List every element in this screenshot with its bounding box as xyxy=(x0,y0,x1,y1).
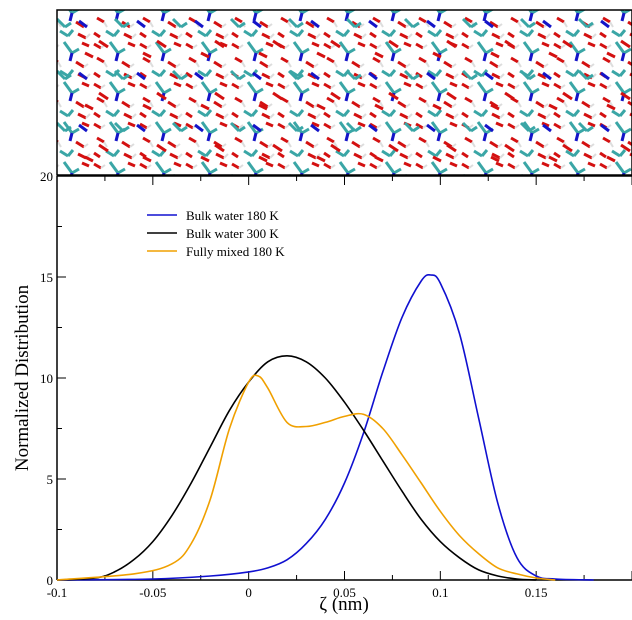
axis-ticks xyxy=(56,175,632,581)
series-lines xyxy=(56,273,594,581)
molecular-snapshot xyxy=(56,9,632,176)
y-axis-label: Normalized Distribution xyxy=(12,284,33,471)
legend-label-0: Bulk water 180 K xyxy=(186,208,279,223)
tick-labels: -0.1 -0.05 0 0.05 0.1 0.15 0 5 10 15 20 xyxy=(40,169,548,600)
x-tick-label: -0.05 xyxy=(139,585,166,600)
series-line-1 xyxy=(56,354,537,581)
legend-label-2: Fully mixed 180 K xyxy=(186,244,285,259)
legend-label-1: Bulk water 300 K xyxy=(186,226,279,241)
x-tick-label: -0.1 xyxy=(47,585,68,600)
series-line-2 xyxy=(56,374,556,581)
y-tick-label: 10 xyxy=(40,371,53,386)
x-tick-label: 0.05 xyxy=(333,585,356,600)
x-tick-label: 0 xyxy=(245,585,252,600)
legend: Bulk water 180 K Bulk water 300 K Fully mi… xyxy=(147,208,285,259)
y-tick-label: 5 xyxy=(47,472,54,487)
x-axis-label: ζ (nm) xyxy=(319,594,369,615)
y-tick-label: 20 xyxy=(40,169,53,184)
x-tick-label: 0.1 xyxy=(432,585,448,600)
y-tick-label: 0 xyxy=(47,573,54,588)
y-tick-label: 15 xyxy=(40,270,53,285)
x-tick-label: 0.15 xyxy=(525,585,548,600)
series-line-0 xyxy=(56,273,594,581)
